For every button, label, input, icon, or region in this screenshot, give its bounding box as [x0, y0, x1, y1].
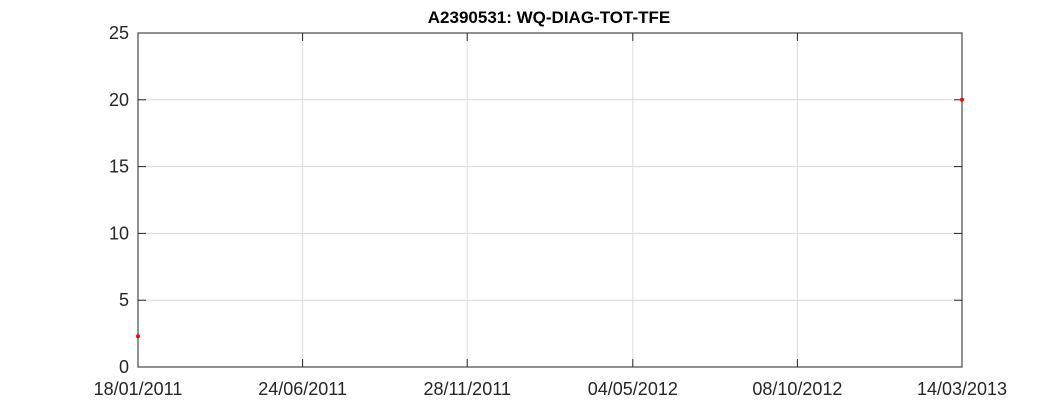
x-tick-label: 08/10/2012 — [752, 379, 842, 399]
x-tick-label: 18/01/2011 — [94, 379, 183, 399]
y-tick-label: 10 — [109, 223, 129, 243]
plot-area-frame — [137, 32, 963, 368]
x-tick-label: 14/03/2013 — [917, 379, 1007, 399]
x-tick-label: 04/05/2012 — [588, 379, 678, 399]
y-axis-tick-labels: 0 5 10 15 20 25 — [109, 23, 129, 377]
y-tick-label: 0 — [119, 357, 129, 377]
axis-ticks — [137, 32, 963, 368]
y-tick-label: 25 — [109, 23, 129, 43]
x-tick-label: 28/11/2011 — [423, 379, 510, 399]
data-points — [136, 97, 964, 339]
y-tick-label: 20 — [109, 90, 129, 110]
x-tick-label: 24/06/2011 — [258, 379, 347, 399]
data-point — [136, 334, 140, 339]
y-tick-label: 5 — [119, 290, 129, 310]
x-axis-tick-labels: 18/01/2011 24/06/2011 28/11/2011 04/05/2012… — [94, 379, 1007, 399]
grid-lines — [138, 33, 962, 367]
data-point — [960, 97, 964, 102]
chart-title: A2390531: WQ-DIAG-TOT-TFE — [428, 8, 670, 27]
y-tick-label: 15 — [109, 157, 129, 177]
